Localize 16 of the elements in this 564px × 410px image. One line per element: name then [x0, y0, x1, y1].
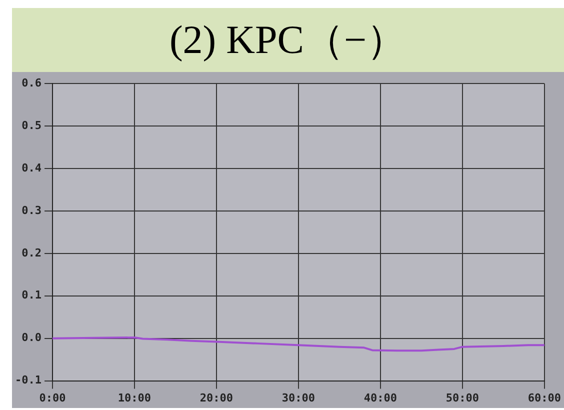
x-tick-label: 50:00	[446, 391, 480, 404]
x-tick-label: 60:00	[528, 391, 562, 404]
x-tick-label: 20:00	[200, 391, 234, 404]
y-tick-label: 0.2	[22, 246, 42, 260]
y-tick-label: 0.3	[22, 204, 42, 217]
y-tick-label: 0.0	[22, 331, 42, 344]
y-tick-label: -0.1	[14, 374, 42, 387]
y-tick-label: 0.1	[22, 288, 42, 302]
y-tick-label: 0.4	[22, 161, 42, 174]
y-tick-label: 0.5	[22, 118, 42, 132]
chart-title: (2) KPC（−）	[12, 8, 564, 72]
x-tick-label: 0:00	[39, 391, 66, 404]
x-tick-label: 10:00	[118, 391, 152, 404]
x-tick-label: 30:00	[282, 391, 316, 404]
x-tick-label: 40:00	[364, 391, 398, 404]
y-tick-label: 0.6	[22, 76, 42, 90]
